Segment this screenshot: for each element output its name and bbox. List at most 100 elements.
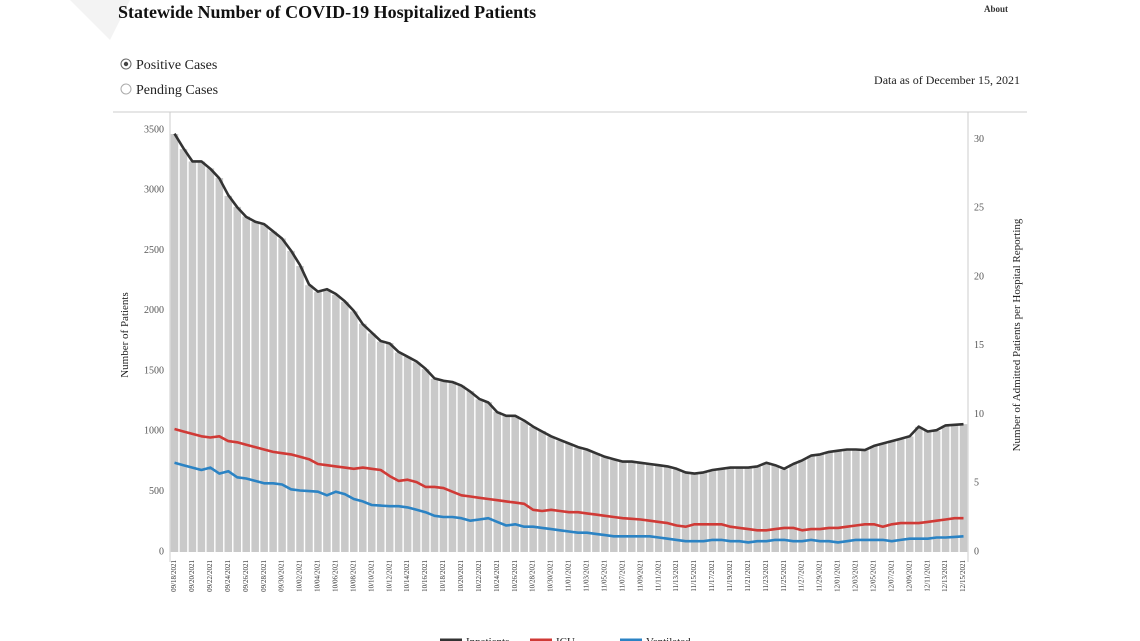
bar xyxy=(771,465,779,552)
bar xyxy=(475,399,484,552)
bar xyxy=(816,454,824,552)
bar xyxy=(780,469,788,552)
y-tick-label: 2000 xyxy=(144,305,164,316)
x-tick-label: 10/16/2021 xyxy=(421,560,429,592)
bar xyxy=(215,178,224,552)
y-tick-label: 3500 xyxy=(144,124,164,135)
radio-label[interactable]: Pending Cases xyxy=(136,83,218,98)
bar xyxy=(879,443,887,552)
chart-title: Statewide Number of COVID-19 Hospitalize… xyxy=(118,2,536,22)
x-tick-label: 09/30/2021 xyxy=(278,560,286,592)
bar xyxy=(681,472,690,552)
bar xyxy=(762,462,771,552)
bar xyxy=(690,473,699,552)
bar xyxy=(861,450,869,552)
bar xyxy=(870,446,878,552)
bar xyxy=(224,195,233,552)
bar xyxy=(538,431,546,552)
x-tick-label: 10/10/2021 xyxy=(367,560,375,592)
x-tick-label: 11/27/2021 xyxy=(798,560,806,592)
x-tick-label: 10/20/2021 xyxy=(457,560,465,592)
bar xyxy=(843,450,851,552)
x-tick-label: 11/09/2021 xyxy=(636,560,644,592)
bar xyxy=(296,266,304,552)
x-tick-label: 10/30/2021 xyxy=(547,560,555,592)
x-tick-label: 12/15/2021 xyxy=(959,560,967,592)
bar xyxy=(950,425,959,552)
x-tick-label: 10/26/2021 xyxy=(511,560,519,592)
y-tick-label: 1000 xyxy=(144,426,164,437)
bar xyxy=(170,134,179,552)
x-tick-label: 11/03/2021 xyxy=(583,560,591,592)
bar xyxy=(359,323,367,552)
bar xyxy=(896,439,905,552)
x-tick-label: 10/24/2021 xyxy=(493,560,501,592)
x-tick-label: 11/07/2021 xyxy=(618,560,626,592)
bar xyxy=(825,451,833,552)
radio[interactable] xyxy=(120,83,132,95)
x-tick-label: 11/23/2021 xyxy=(762,560,770,592)
bar xyxy=(269,231,277,552)
about-link[interactable]: About xyxy=(984,4,1008,14)
bar xyxy=(905,436,914,552)
bar xyxy=(888,440,896,552)
x-tick-label: 12/07/2021 xyxy=(887,560,895,592)
legend-label: Ventilated xyxy=(646,636,691,641)
y2-tick-label: 5 xyxy=(974,478,979,489)
x-tick-label: 12/13/2021 xyxy=(941,560,949,592)
x-tick-label: 10/04/2021 xyxy=(314,560,322,592)
x-tick-label: 11/15/2021 xyxy=(690,560,698,592)
x-tick-label: 09/28/2021 xyxy=(260,560,268,592)
bar xyxy=(197,161,206,552)
bar xyxy=(547,436,555,552)
bar xyxy=(188,161,197,552)
bar xyxy=(789,464,797,552)
x-tick-label: 11/25/2021 xyxy=(780,560,788,592)
bar xyxy=(627,461,636,552)
bar xyxy=(233,206,242,552)
bar xyxy=(932,431,941,552)
radio-dot xyxy=(123,61,129,67)
x-tick-label: 11/13/2021 xyxy=(672,560,680,592)
radio[interactable] xyxy=(120,58,132,70)
bar xyxy=(287,250,295,552)
x-tick-label: 11/01/2021 xyxy=(565,560,573,592)
radio-label[interactable]: Positive Cases xyxy=(136,58,217,73)
bar xyxy=(367,333,376,552)
bar xyxy=(314,292,322,552)
bar xyxy=(511,415,519,552)
y2-tick-label: 30 xyxy=(974,134,984,145)
y-tick-label: 3000 xyxy=(144,185,164,196)
x-tick-label: 09/18/2021 xyxy=(170,560,178,592)
bar xyxy=(529,426,537,552)
bar xyxy=(350,311,358,552)
bar xyxy=(717,469,726,552)
x-tick-label: 12/05/2021 xyxy=(869,560,877,592)
legend-label: Inpatients xyxy=(466,636,509,641)
x-tick-label: 10/12/2021 xyxy=(385,560,393,592)
x-tick-label: 11/05/2021 xyxy=(600,560,608,592)
bar xyxy=(493,411,502,552)
bar xyxy=(619,461,627,552)
x-tick-label: 12/11/2021 xyxy=(923,560,931,592)
x-tick-label: 09/26/2021 xyxy=(242,560,250,592)
bar xyxy=(260,224,268,552)
y2-axis-label: Number of Admitted Patients per Hospital… xyxy=(1011,218,1023,451)
x-tick-label: 09/24/2021 xyxy=(224,560,232,592)
y-tick-label: 0 xyxy=(159,546,164,557)
x-tick-label: 11/29/2021 xyxy=(816,560,824,592)
bar xyxy=(672,469,681,552)
bar xyxy=(708,469,717,552)
bar xyxy=(744,468,753,552)
bar xyxy=(807,455,815,552)
x-tick-label: 10/22/2021 xyxy=(475,560,483,592)
bar xyxy=(798,459,806,552)
bar xyxy=(448,381,457,552)
bar xyxy=(412,362,421,552)
bar xyxy=(520,421,528,552)
x-tick-label: 10/08/2021 xyxy=(349,560,357,592)
x-tick-label: 11/11/2021 xyxy=(654,560,662,592)
bar xyxy=(421,369,430,552)
